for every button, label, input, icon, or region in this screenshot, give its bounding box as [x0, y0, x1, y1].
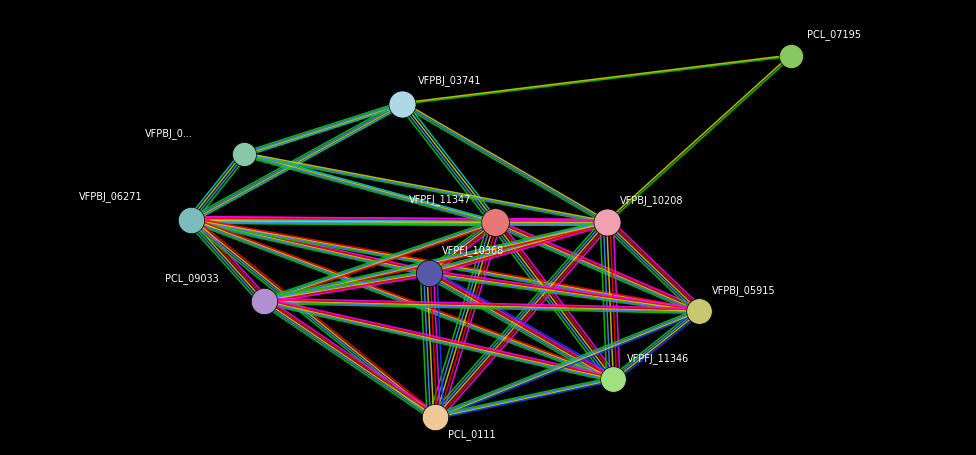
Point	[421, 269, 436, 277]
Point	[183, 216, 199, 223]
Point	[784, 52, 799, 59]
Point	[599, 219, 615, 226]
Point	[394, 100, 410, 107]
Text: VFPBJ_10208: VFPBJ_10208	[620, 195, 683, 206]
Text: VFPFJ_11346: VFPFJ_11346	[627, 353, 689, 364]
Point	[487, 219, 503, 226]
Point	[427, 414, 443, 421]
Text: VFPFJ_10368: VFPFJ_10368	[442, 245, 504, 256]
Text: PCL_07195: PCL_07195	[807, 30, 861, 40]
Point	[256, 297, 271, 304]
Point	[691, 307, 707, 314]
Text: VFPBJ_0...: VFPBJ_0...	[145, 128, 193, 139]
Point	[236, 151, 252, 158]
Text: VFPBJ_06271: VFPBJ_06271	[79, 191, 142, 202]
Point	[605, 375, 621, 383]
Text: PCL_0111: PCL_0111	[448, 429, 496, 440]
Text: VFPBJ_05915: VFPBJ_05915	[712, 285, 776, 296]
Text: PCL_09033: PCL_09033	[165, 273, 219, 284]
Text: VFPBJ_03741: VFPBJ_03741	[418, 75, 481, 86]
Text: VFPFJ_11347: VFPFJ_11347	[409, 194, 471, 205]
